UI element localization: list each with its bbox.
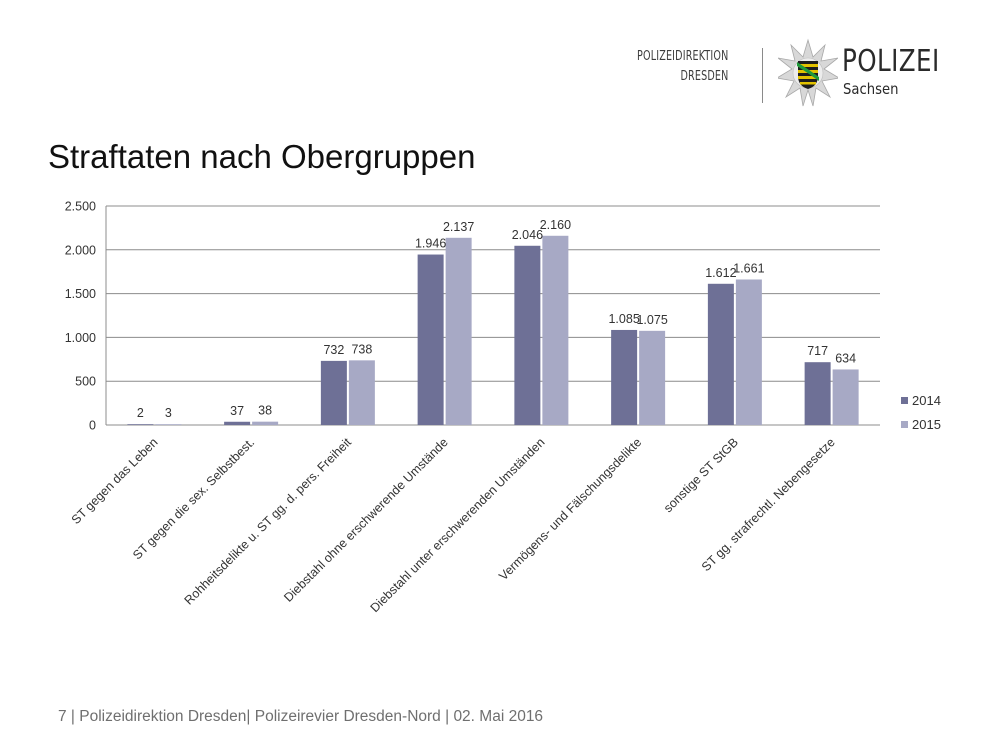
bar-2014 (417, 254, 444, 425)
org-name-line1: POLIZEIDIREKTION (636, 49, 728, 64)
data-label-2015: 1.661 (733, 261, 764, 275)
legend-label-2014: 2014 (912, 393, 941, 408)
bar-2014 (127, 424, 154, 425)
data-label-2014: 37 (230, 404, 244, 418)
data-label-2015: 634 (835, 351, 856, 365)
logo-divider (762, 48, 763, 103)
y-tick-label: 2.000 (65, 243, 96, 257)
bar-2015 (252, 421, 279, 425)
bar-2014 (707, 283, 734, 425)
y-tick-label: 1.000 (65, 331, 96, 345)
bar-2015 (639, 330, 666, 425)
bar-2015 (155, 424, 182, 425)
bar-2015 (832, 369, 859, 425)
x-axis-label: Diebstahl ohne erschwerende Umstände (281, 435, 451, 605)
police-star-badge-icon (778, 38, 838, 107)
bar-2014 (804, 362, 831, 425)
data-label-2015: 3 (165, 406, 172, 420)
org-name: POLIZEIDIREKTION DRESDEN (637, 47, 728, 87)
bar-2015 (348, 360, 375, 425)
legend-swatch-2015 (901, 421, 908, 428)
data-label-2014: 1.946 (415, 237, 446, 251)
data-label-2015: 2.160 (540, 218, 571, 232)
data-label-2015: 2.137 (443, 220, 474, 234)
bar-2014 (224, 421, 251, 425)
footer-text: 7 | Polizeidirektion Dresden| Polizeirev… (58, 708, 544, 725)
legend-swatch-2014 (901, 397, 908, 404)
bar-2015 (542, 235, 569, 425)
data-label-2014: 2.046 (512, 228, 543, 242)
data-label-2015: 38 (258, 404, 272, 418)
brand-subtitle: Sachsen (843, 80, 899, 98)
x-axis-label: Diebstahl unter erschwerenden Umständen (368, 435, 548, 615)
bar-2014 (514, 245, 541, 425)
data-label-2014: 1.085 (608, 312, 639, 326)
y-tick-label: 0 (89, 419, 96, 433)
y-tick-label: 2.500 (65, 200, 96, 214)
page-title: Straftaten nach Obergruppen (48, 138, 476, 175)
police-logo: POLIZEIDIREKTION DRESDEN POLIZEI Sachsen (600, 38, 960, 108)
bar-2015 (445, 237, 472, 425)
data-label-2014: 732 (323, 343, 344, 357)
bar-2014 (320, 360, 347, 425)
bars (127, 235, 859, 425)
data-label-2015: 738 (351, 342, 372, 356)
y-tick-label: 500 (75, 375, 96, 389)
x-axis-label: ST gegen das Leben (69, 435, 161, 527)
gridlines (105, 205, 880, 426)
data-label-2014: 717 (807, 344, 828, 358)
x-axis-label: Rohheitsdelikte u. ST gg. d. pers. Freih… (182, 435, 355, 608)
y-tick-label: 1.500 (65, 287, 96, 301)
bar-2015 (735, 279, 762, 425)
data-label-2014: 2 (137, 406, 144, 420)
data-label-2014: 1.612 (705, 266, 736, 280)
legend: 2014 2015 (901, 393, 941, 432)
y-axis-ticks: 0 500 1.000 1.500 2.000 2.500 (65, 200, 96, 433)
org-name-line2: DRESDEN (680, 69, 728, 84)
x-axis-label: sonstige ST StGB (661, 435, 741, 515)
bar-2014 (611, 329, 638, 425)
data-label-2015: 1.075 (636, 313, 667, 327)
legend-label-2015: 2015 (912, 417, 941, 432)
brand-name: POLIZEI (842, 44, 940, 79)
